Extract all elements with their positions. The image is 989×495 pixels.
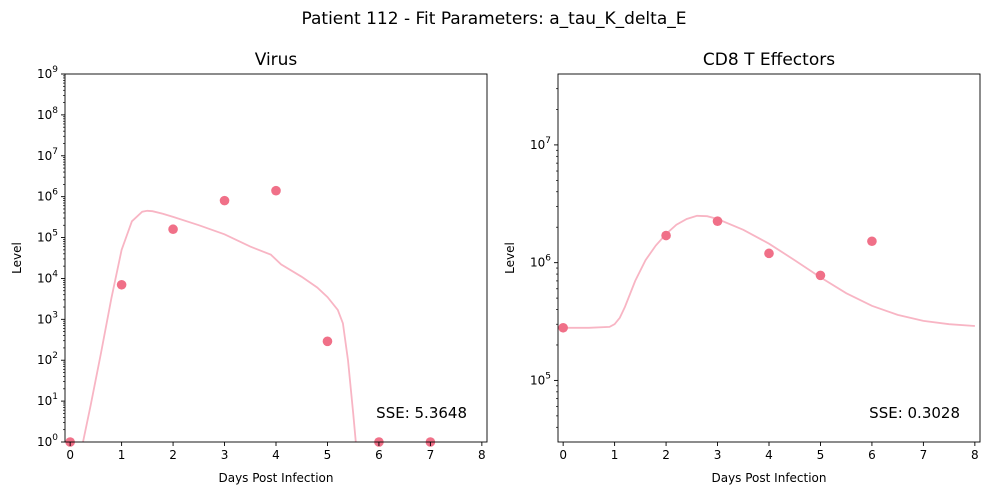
x-tick-label: 5: [324, 448, 332, 462]
x-tick-label: 8: [971, 448, 979, 462]
y-tick-label: 109: [37, 65, 58, 81]
y-tick-label: 104: [37, 269, 58, 285]
data-point: [558, 322, 568, 333]
y-tick-label: 108: [37, 106, 58, 122]
y-tick-label: 107: [37, 147, 58, 163]
chart-title: CD8 T Effectors: [703, 50, 835, 70]
data-point: [661, 230, 671, 241]
y-axis-label: Level: [10, 242, 24, 274]
y-tick-label: 106: [530, 254, 551, 270]
x-tick-label: 2: [662, 448, 670, 462]
x-axis-label: Days Post Infection: [711, 471, 826, 485]
y-tick-label: 100: [37, 433, 58, 449]
y-axis-label: Level: [503, 242, 517, 274]
data-point: [168, 224, 178, 235]
data-point: [712, 216, 723, 226]
y-tick-label: 102: [37, 351, 58, 367]
fit-curve: [82, 209, 357, 442]
x-axis-label: Days Post Infection: [218, 471, 333, 485]
x-tick-label: 7: [920, 448, 928, 462]
fit-curve: [563, 214, 975, 329]
panel-cd8-t-effectors: CD8 T Effectors 0 1 2 3 4 5 6 7 8 105 106 107 Days Po…: [503, 50, 981, 485]
x-tick-label: 3: [714, 448, 722, 462]
x-tick-label: 5: [817, 448, 825, 462]
y-tick-label: 106: [37, 188, 58, 204]
y-tick-label: 103: [37, 310, 58, 326]
x-tick-label: 1: [118, 448, 126, 462]
data-point: [867, 236, 877, 247]
data-point: [322, 336, 333, 347]
x-tick-label: 0: [559, 448, 567, 462]
panel-virus: Virus 0 1 2 3 4 5 6 7 8 100 101 102 103 104 105 106 107 10…: [10, 50, 488, 485]
data-point: [219, 195, 230, 206]
x-tick-label: 4: [272, 448, 280, 462]
data-point: [764, 248, 774, 259]
figure-suptitle: Patient 112 - Fit Parameters: a_tau_K_de…: [302, 9, 687, 29]
x-tick-label: 0: [66, 448, 74, 462]
x-tick-label: 7: [427, 448, 435, 462]
x-tick-label: 2: [169, 448, 177, 462]
x-tick-label: 1: [611, 448, 619, 462]
data-point: [815, 270, 826, 281]
x-tick-label: 6: [375, 448, 383, 462]
x-tick-label: 6: [868, 448, 876, 462]
x-tick-label: 4: [765, 448, 773, 462]
y-tick-label: 107: [530, 136, 551, 152]
x-tick-label: 8: [478, 448, 486, 462]
axes-frame: [64, 73, 488, 443]
sse-annotation: SSE: 0.3028: [869, 404, 960, 422]
x-tick-label: 3: [221, 448, 229, 462]
chart-title: Virus: [255, 50, 298, 70]
y-tick-label: 101: [37, 392, 58, 408]
y-tick-label: 105: [37, 229, 58, 245]
sse-annotation: SSE: 5.3648: [376, 404, 467, 422]
data-point: [271, 185, 281, 196]
y-tick-label: 105: [530, 371, 551, 387]
data-point: [116, 279, 127, 290]
